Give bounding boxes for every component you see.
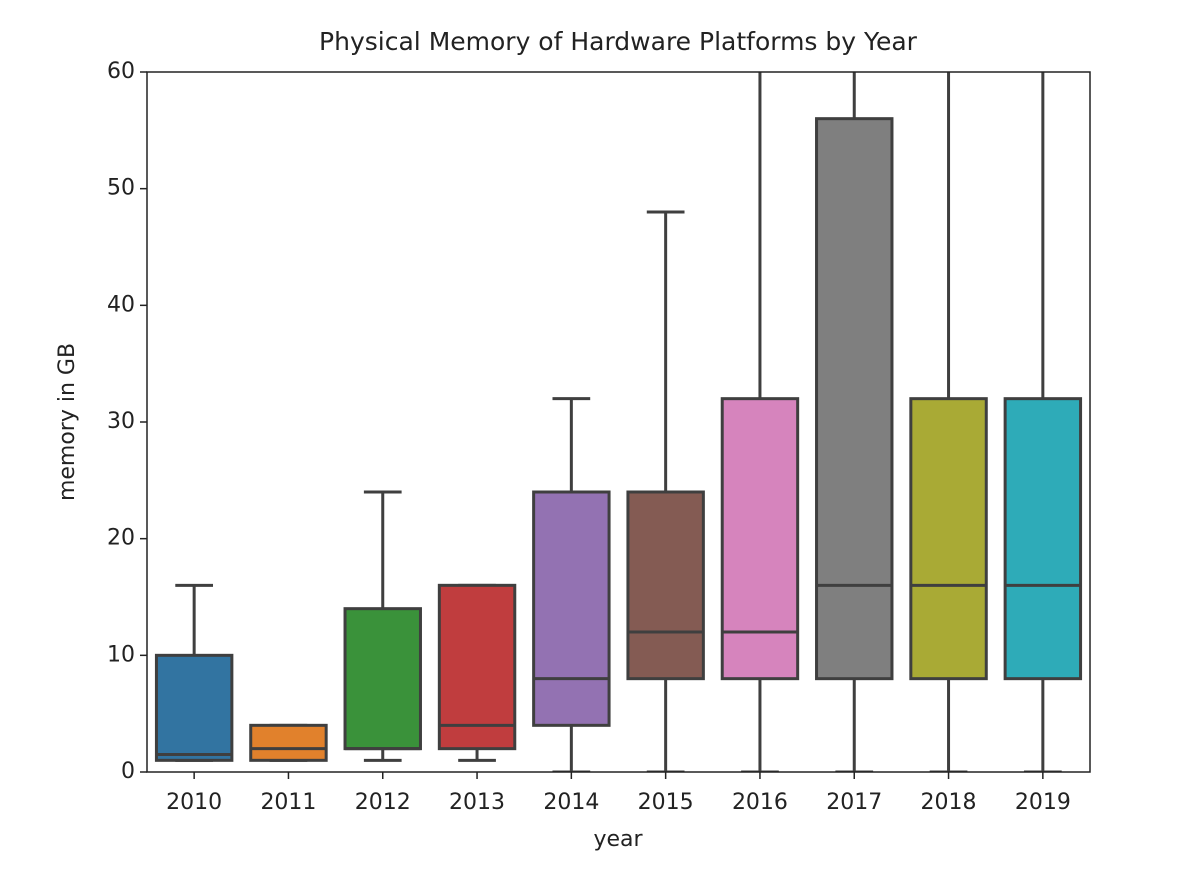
box <box>343 607 422 751</box>
box <box>626 490 705 681</box>
x-tick-label: 2015 <box>638 790 694 815</box>
box <box>154 653 234 762</box>
x-tick-label: 2013 <box>449 790 505 815</box>
y-tick-label: 0 <box>121 759 135 784</box>
y-tick-label: 30 <box>107 409 135 434</box>
y-tick-label: 20 <box>107 526 135 551</box>
box <box>720 397 800 681</box>
x-tick-label: 2017 <box>826 790 882 815</box>
box <box>815 117 894 681</box>
x-axis-label: year <box>593 827 643 852</box>
y-tick-label: 40 <box>107 292 135 317</box>
x-tick-label: 2014 <box>543 790 599 815</box>
box <box>249 723 328 762</box>
x-tick-label: 2016 <box>732 790 788 815</box>
y-tick-label: 60 <box>107 59 135 84</box>
y-tick-label: 50 <box>107 176 135 201</box>
x-tick-label: 2012 <box>355 790 411 815</box>
chart-title: Physical Memory of Hardware Platforms by… <box>319 27 918 56</box>
x-tick-label: 2018 <box>921 790 977 815</box>
x-tick-label: 2019 <box>1015 790 1071 815</box>
x-tick-label: 2010 <box>166 790 222 815</box>
plot-area <box>154 72 1083 772</box>
x-tick-label: 2011 <box>260 790 316 815</box>
box <box>1003 397 1083 681</box>
y-tick-label: 10 <box>107 642 135 667</box>
box <box>532 490 611 727</box>
box <box>437 583 517 751</box>
y-axis-label: memory in GB <box>55 343 80 501</box>
box <box>909 397 988 681</box>
